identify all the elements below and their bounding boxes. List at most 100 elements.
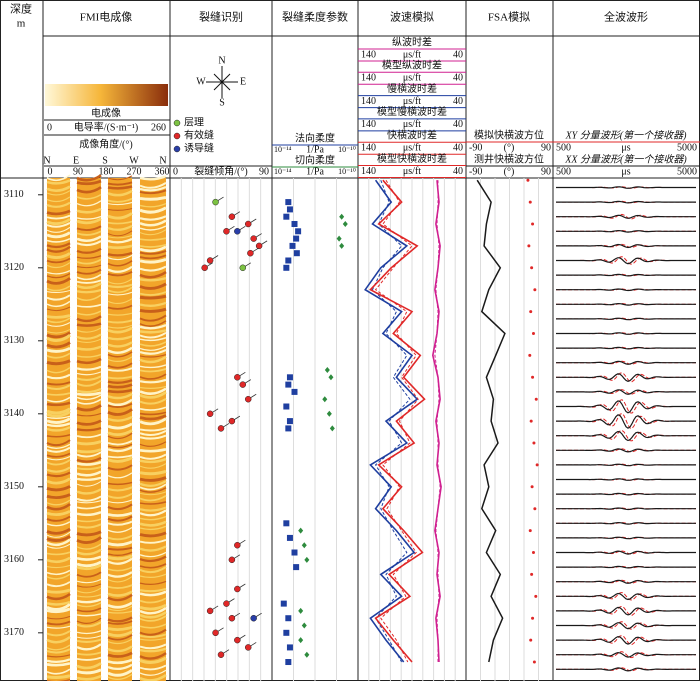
texture [76,587,102,594]
texture [107,601,133,609]
track-title: 裂缝柔度参数 [282,10,348,24]
legend-marker [173,145,181,153]
series-label: 法向柔度 [295,131,335,144]
texture [46,485,71,492]
texture [46,434,71,438]
normal-compliance [293,564,300,571]
scale-max: 40 [453,166,463,177]
texture [76,215,102,220]
texture [107,298,133,305]
tadpole [250,614,257,622]
texture [107,503,133,511]
texture [107,181,133,186]
texture [107,511,133,517]
texture [139,417,167,426]
tadpole [234,541,241,549]
texture [139,603,167,611]
normal-compliance [285,199,292,206]
texture [46,410,71,418]
azimuth-dot [527,244,531,248]
texture [46,346,71,353]
waveform-trace [556,478,696,481]
texture [139,637,167,641]
texture [76,594,102,598]
waveform-trace [556,492,696,496]
texture [46,503,71,511]
texture [107,669,133,677]
texture [139,434,167,440]
texture [139,441,167,447]
normal-compliance [285,425,292,432]
depth-tick-label: 3120 [4,262,24,273]
compass-label: W [196,76,206,87]
scale-min: 140 [361,166,376,177]
waveform-trace [556,430,696,442]
tangential-compliance [342,220,348,227]
texture [139,175,167,181]
texture [46,289,71,294]
texture [76,500,102,504]
tadpole [247,249,254,257]
texture [46,257,71,264]
texture [107,388,133,394]
texture [76,391,102,397]
texture [76,419,102,426]
waveform-trace [556,200,696,204]
normal-compliance [286,374,293,381]
texture [107,584,133,589]
texture [76,294,102,302]
texture [76,433,102,439]
waveform-trace [556,400,696,414]
texture [46,226,71,233]
texture [46,446,71,453]
texture [139,476,167,482]
track-title: 波速模拟 [390,10,434,24]
normal-compliance [285,659,292,666]
texture [107,244,133,250]
waveform-trace [556,373,696,382]
texture [139,348,167,355]
texture [46,466,71,473]
waveform-trace [556,448,696,453]
texture [76,235,102,242]
texture [76,398,102,405]
azimuth-dot [529,638,533,642]
tadpole [212,629,219,637]
tadpole [244,395,252,403]
texture [139,615,167,622]
azimuth-dot [532,441,536,445]
texture [139,378,167,384]
texture [139,480,167,487]
texture [76,247,102,254]
texture [46,401,71,407]
texture [46,573,71,580]
texture [46,674,71,680]
texture [139,243,167,248]
texture [107,566,133,572]
texture [46,625,71,629]
texture [139,196,167,201]
waveform-trace [556,346,696,350]
texture [46,381,71,386]
texture [76,571,102,578]
tadpole [244,644,252,651]
direction-label: N [159,155,166,166]
texture [76,279,102,284]
waveform-trace [556,621,696,630]
texture [139,506,167,512]
texture [46,270,71,275]
texture [139,294,167,300]
azimuth-dot [530,266,534,270]
tadpole [255,242,263,250]
waveform-trace [556,579,696,584]
waveform-trace [556,536,696,540]
texture [76,333,102,340]
waveform-trace [556,288,696,292]
texture [46,407,71,415]
texture [107,634,133,641]
texture [46,417,71,425]
texture [46,654,71,658]
texture [76,613,102,617]
texture [46,493,71,499]
